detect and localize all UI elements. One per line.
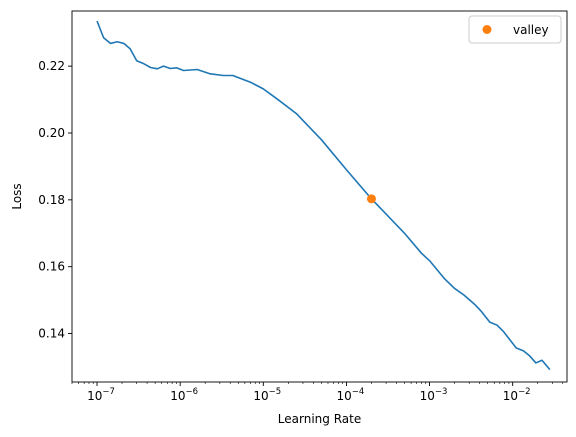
x-axis-ticks: 10−7 10−6 10−5 10−4 10−3 10−2 [87,382,531,403]
x-tick-label-base: 10 [87,389,102,403]
x-tick-label: 10−4 [337,387,365,403]
x-tick-label-exponent: −7 [102,387,115,397]
valley-point [366,194,376,204]
x-tick-label: 10−6 [170,387,198,403]
plot-frame [71,10,568,383]
y-tick-label: 0.14 [38,327,65,341]
legend-marker-valley [482,25,492,34]
legend: valley [468,15,562,44]
x-tick-label-exponent: −2 [518,387,531,397]
x-tick-label-exponent: −4 [352,387,365,397]
loss-curve-line [96,20,551,371]
x-tick-label: 10−5 [253,387,281,403]
series-layer [96,20,551,371]
x-axis-label: Learning Rate [278,412,361,426]
legend-label-valley: valley [513,23,549,37]
y-tick-label: 0.20 [38,126,65,140]
y-axis-label: Loss [10,183,24,209]
x-tick-label-exponent: −6 [186,387,199,397]
x-tick-label-exponent: −3 [435,387,448,397]
x-tick-label: 10−7 [87,387,115,403]
x-tick-label-base: 10 [503,389,518,403]
y-tick-label: 0.16 [38,260,65,274]
x-tick-label-base: 10 [170,389,185,403]
legend-box [468,15,562,44]
x-tick-label: 10−3 [420,387,448,403]
x-tick-label-base: 10 [337,389,352,403]
y-tick-label: 0.18 [38,193,65,207]
x-tick-label: 10−2 [503,387,531,403]
x-tick-label-exponent: −5 [269,387,282,397]
x-tick-label-base: 10 [420,389,435,403]
y-axis-ticks: 0.14 0.16 0.18 0.20 0.22 [38,59,72,341]
x-tick-label-base: 10 [253,389,268,403]
y-tick-label: 0.22 [38,59,65,73]
